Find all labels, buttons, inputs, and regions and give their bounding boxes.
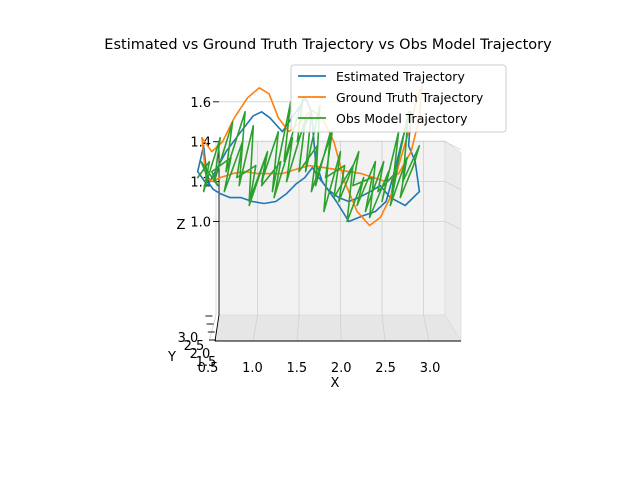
x-floor-gridline (381, 314, 386, 342)
x-floor-gridline (296, 314, 300, 342)
z-tick-label: 1.4 (190, 136, 211, 151)
y-tick-label: 1.5 (196, 355, 217, 370)
chart-title: Estimated vs Ground Truth Trajectory vs … (104, 37, 552, 53)
legend-frame (290, 64, 507, 133)
x-floor-gridline (208, 314, 217, 342)
x-tick-label: 2.0 (331, 361, 352, 376)
y-tick-label: 2.5 (184, 339, 205, 354)
axis-lines (214, 141, 461, 342)
z-side-gridline (444, 221, 462, 230)
legend-entry-label: Obs Model Trajectory (336, 111, 468, 126)
z-tick-label: 1.0 (190, 216, 211, 231)
x-tick-label: 3.0 (420, 361, 441, 376)
z-axis-label: Z (177, 218, 186, 233)
x-tick-label: 0.5 (198, 361, 219, 376)
z-side-gridline (444, 141, 462, 151)
z-side-gridline (444, 181, 462, 190)
x-tick-label: 1.5 (286, 361, 307, 376)
x-tick-label: 1.0 (242, 361, 263, 376)
y-axis-label: Y (167, 350, 176, 365)
legend-entry-label: Ground Truth Trajectory (336, 90, 484, 105)
tick-labels: 0.5 1.0 1.5 2.0 2.5 3.01.01.21.41.61.52.02.53… (178, 96, 441, 376)
x-axis-label: X (331, 376, 340, 391)
x-tick-label: 2.5 (375, 361, 396, 376)
side-pane (444, 140, 462, 343)
x-floor-gridline (252, 314, 258, 342)
z-tick-label: 1.6 (190, 96, 211, 111)
x-floor-gridline (340, 314, 342, 342)
legend: Estimated Trajectory Ground Truth Traject… (290, 64, 507, 133)
y-axis-line (214, 314, 220, 342)
y-tick-label: 3.0 (178, 331, 199, 346)
x-floor-gridline (423, 314, 430, 342)
y-tick-label: 2.0 (190, 347, 211, 362)
legend-entry-label: Estimated Trajectory (336, 69, 465, 84)
